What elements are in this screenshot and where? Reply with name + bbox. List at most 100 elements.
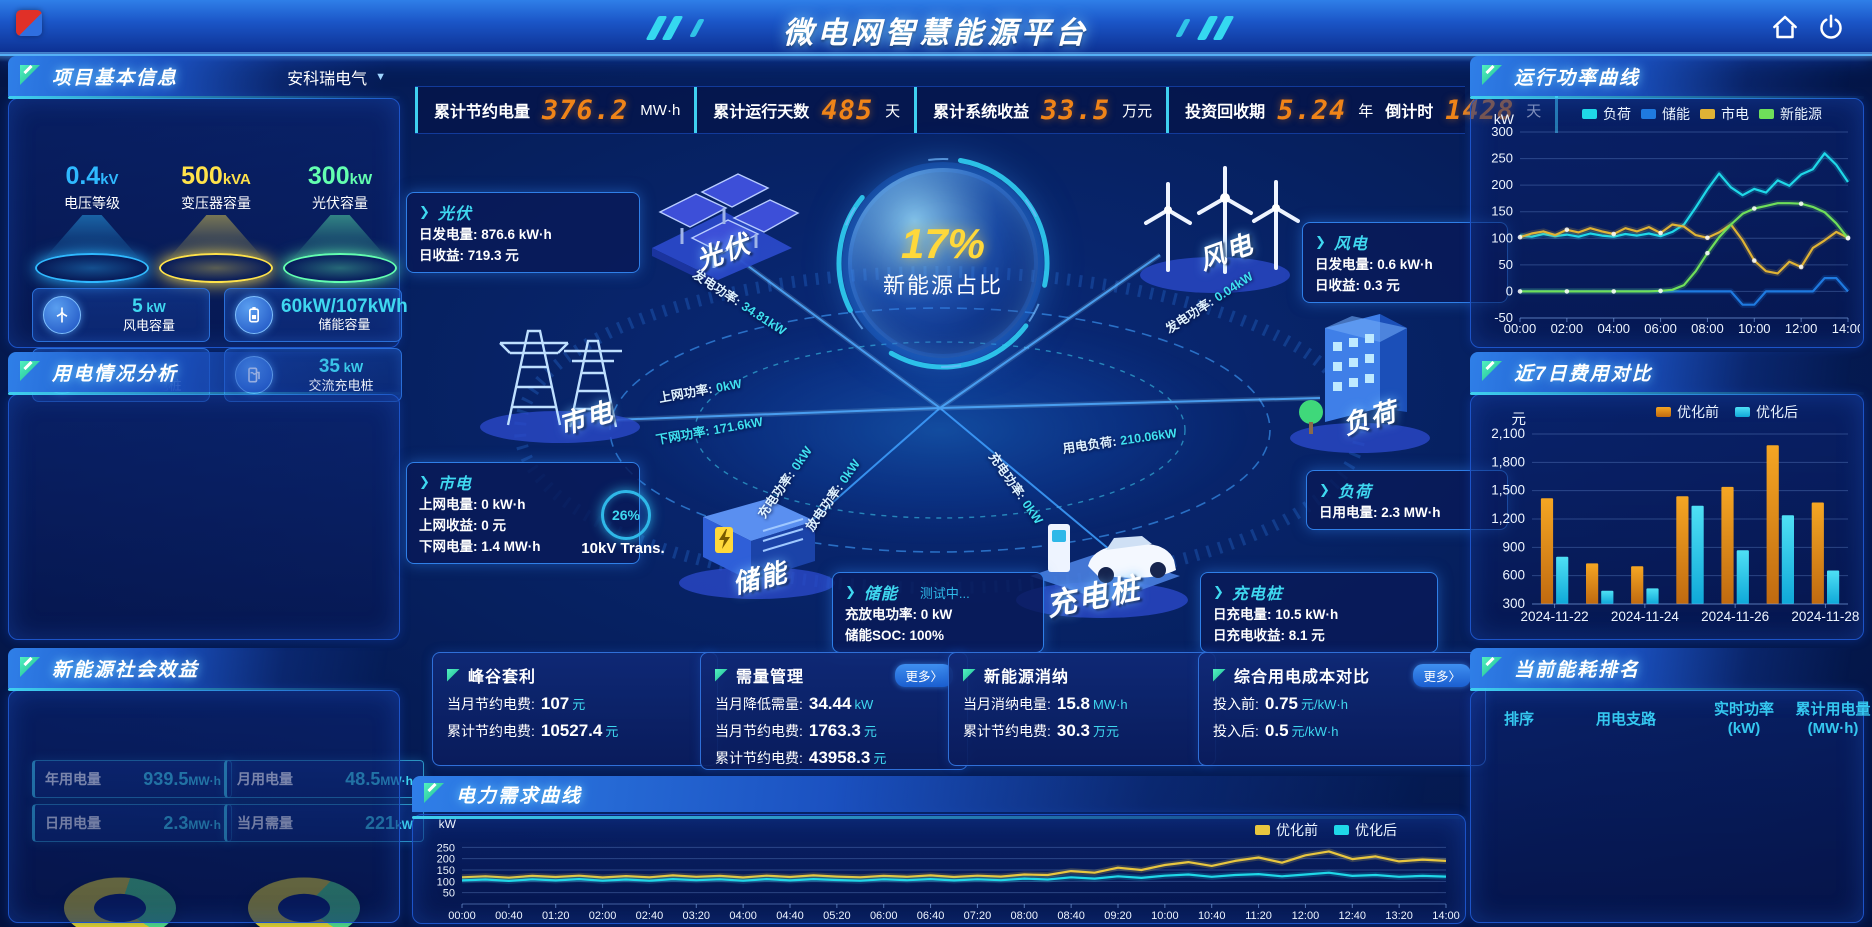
kpi-unit: 元 [863,724,877,739]
spotlight-number: 500 [181,162,223,190]
panel-social-benefit: 新能源社会效益 新能源年发电量 303.1MW·h 新能源年有效小时数 光伏:1… [8,648,400,923]
panel-corner-icon [447,668,460,682]
kpi-unit: 元/kW·h [1300,697,1348,712]
row-value: 0 kW [920,607,953,622]
kpi-title-row: 峰谷套利 [447,663,703,687]
stat-value: 485 [821,94,874,126]
ev-charger-art [1016,524,1188,618]
row-value: 1.4 MW·h [481,539,541,554]
stat-value: 376.2 [542,94,629,126]
kpi-box-3: 综合用电成本对比 更多〉 投入前: 0.75 元/kW·h 投入后: 0.5 元/kW·h [1198,652,1486,766]
svg-text:09:20: 09:20 [1104,910,1132,922]
kpi-row-item: 当月消纳电量: 15.8 MW·h [963,694,1201,714]
legend-item-优化后[interactable]: 优化后 [1334,820,1397,840]
svg-text:2024-11-22: 2024-11-22 [1521,609,1589,624]
summary-stats-bar: 累计节约电量 376.2 MW·h 累计运行天数 485 天 累计系统收益 33.5 万元 投资回… [415,86,1559,134]
kpi-box-1: 需量管理 更多〉 当月降低需量: 34.44 kW 当月节约电费: 1763.3 元累计节约电… [700,652,968,770]
capacity-label: 储能容量 [318,317,371,332]
panel-social-body [8,690,400,923]
legend-item-优化前[interactable]: 优化前 [1255,820,1318,840]
info-box-title: 市电 [437,476,472,493]
kpi-title-row: 新能源消纳 [963,663,1201,687]
transformer-label: 10kV Trans. [581,540,665,557]
kpi-key: 当月降低需量: [715,696,803,712]
panel-corner-icon [963,668,976,682]
row-key: 日发电量: [419,227,482,242]
chevron-down-icon: ▼ [375,71,386,83]
legend-item-负荷[interactable]: 负荷 [1582,104,1631,124]
info-box-row: 日用电量: 2.3 MW·h [1319,502,1495,523]
info-box-row: 日发电量: 0.6 kW·h [1315,254,1495,275]
kpi-row-item: 当月节约电费: 107 元 [447,694,703,714]
panel-title: 电力需求曲线 [456,785,583,807]
kpi-number: 107 [540,694,570,713]
legend-item-优化后[interactable]: 优化后 [1735,402,1798,422]
svg-text:06:00: 06:00 [1644,321,1677,336]
panel-demand-body [412,814,1466,924]
row-key: 日收益: [1315,278,1364,293]
panel-ranking-header: 当前能耗排名 [1470,648,1864,691]
svg-text:-50: -50 [1494,310,1513,325]
panel-ranking-body [1470,690,1864,923]
renewable-share-sphere: 17% 新能源占比 [848,168,1038,358]
storage-container-art [679,499,835,599]
more-button[interactable]: 更多〉 [895,663,953,687]
demand-legend: 优化前 优化后 [1255,820,1397,840]
power-icon[interactable] [1814,12,1848,42]
svg-text:2024-11-28: 2024-11-28 [1791,609,1859,624]
renewable-share-value: 17% [900,220,986,267]
renewable-share-label: 新能源占比 [882,273,1003,298]
legend-name: 优化前 [1677,404,1719,420]
home-icon[interactable] [1768,12,1802,42]
svg-text:07:20: 07:20 [964,910,992,922]
spotlight-0: 0.4kV 电压等级 [30,162,154,283]
panel-power-body [1470,98,1864,348]
top-header-bar: 微电网智慧能源平台 [0,0,1872,56]
legend-name: 优化后 [1355,822,1397,838]
panel-demand-header: 电力需求曲线 [412,776,1466,819]
svg-text:600: 600 [1502,568,1525,583]
company-dropdown[interactable]: 安科瑞电气 ▼ [287,65,386,89]
kpi-box-0: 峰谷套利当月节约电费: 107 元累计节约电费: 10527.4 元 [432,652,718,766]
capacity-number: 5 [132,295,143,317]
spotlight-label: 电压等级 [64,195,120,211]
capacity-card-text: 5 kW 风电容量 [89,295,209,334]
legend-item-市电[interactable]: 市电 [1700,104,1749,124]
legend-swatch [1656,407,1671,417]
ranking-header-cell: 排序 [1503,710,1534,728]
chevron-right-icon: ❯ [845,584,856,599]
header-glow-line [0,52,1872,62]
row-key: 下网电量: [419,539,482,554]
legend-item-新能源[interactable]: 新能源 [1759,104,1822,124]
info-box-row: 日发电量: 876.6 kW·h [419,224,627,245]
more-button[interactable]: 更多〉 [1413,663,1471,687]
row-value: 10.5 kW·h [1275,607,1339,622]
kpi-unit: 万元 [1092,724,1119,739]
svg-text:08:00: 08:00 [1011,910,1039,922]
info-box-row: 上网电量: 0 kW·h [419,494,627,515]
logo-mark [16,10,42,36]
kpi-title: 需量管理 [736,669,805,686]
kpi-row-item: 累计节约电费: 10527.4 元 [447,721,703,741]
legend-item-优化前[interactable]: 优化前 [1656,402,1719,422]
center-ring [836,156,1050,370]
capacity-card-text: 60kW/107kWh 储能容量 [281,297,408,333]
capacity-number: 60kW/107kWh [281,296,408,317]
spotlight-label: 变压器容量 [181,195,251,211]
legend-name: 优化前 [1276,822,1318,838]
spotlight-number: 300 [307,162,350,190]
stat-value: 33.5 [1041,94,1111,126]
kpi-number: 43958.3 [808,748,871,767]
panel-usage-header: 用电情况分析 [8,352,400,395]
legend-swatch [1255,825,1270,835]
panel-usage-body [8,394,400,640]
capacity-unit: kW [142,299,166,315]
svg-text:01:20: 01:20 [542,910,570,922]
kpi-unit: 元 [605,724,619,739]
panel-corner-icon [424,783,444,803]
ranking-table-header: 排序 用电支路 实时功率 (kW) 累计用电量 (MW·h) [1488,700,1872,738]
legend-item-储能[interactable]: 储能 [1641,104,1690,124]
legend-swatch [1641,109,1656,119]
